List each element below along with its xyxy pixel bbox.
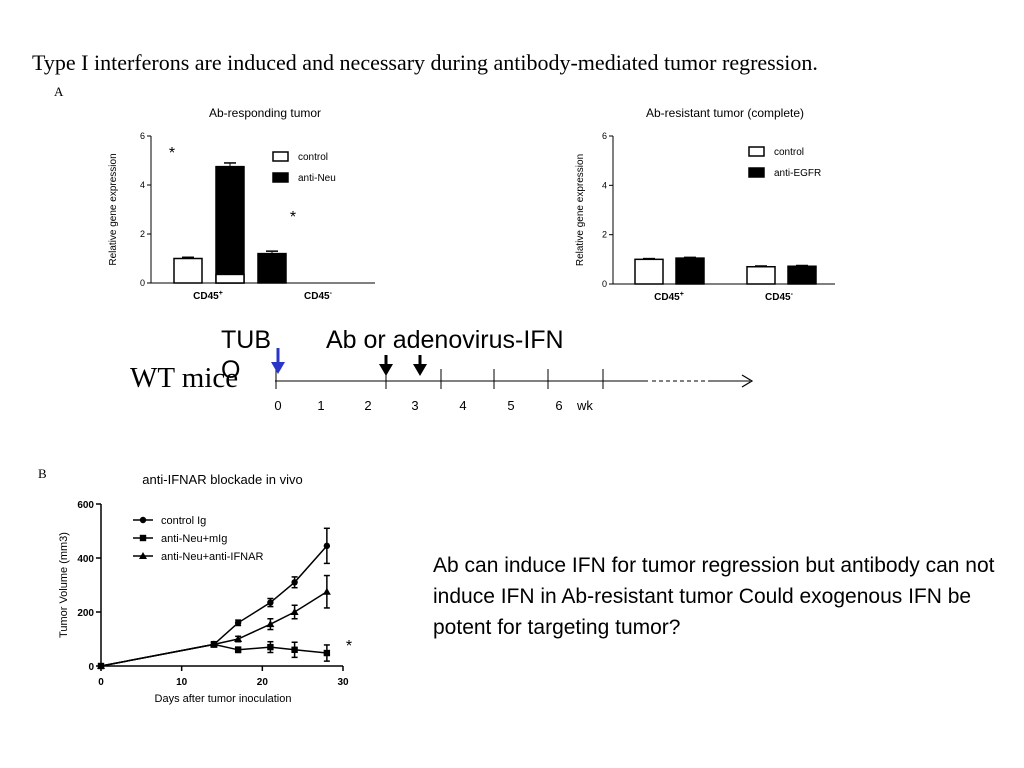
bar [257,252,287,284]
y-axis-label: Tumor Volume (mm3) [58,532,70,638]
data-point [291,579,298,586]
data-point [322,587,331,595]
bar [746,265,776,285]
x-tick-label: CD45- [304,290,333,302]
treatment-arrow-head [413,364,427,376]
legend-swatch [272,172,289,183]
slide-title: Type I interferons are induced and neces… [32,50,818,75]
significance-marker: * [169,145,175,162]
data-point [97,662,105,669]
bar [173,257,203,284]
bar [787,265,817,285]
x-tick-label: 30 [337,677,349,688]
y-tick-label: 400 [77,554,94,565]
legend-label: control Ig [161,515,206,527]
data-point [267,599,274,606]
timeline-tick-label: 2 [364,398,371,413]
y-tick-label: 6 [602,131,607,141]
conclusion-text: Ab can induce IFN for tumor regression b… [433,554,995,639]
x-tick-label: 0 [98,677,104,688]
timeline-injection-label: TUBO [221,326,271,384]
y-axis-label: Relative gene expression [575,154,586,266]
legend-label: anti-Neu [298,173,336,184]
x-tick-label: 10 [176,677,188,688]
timeline-treatment-label: Ab or adenovirus-IFN [326,326,564,354]
x-axis-label: Days after tumor inoculation [155,693,292,705]
significance-marker: * [346,638,352,655]
panel-a-label: A [54,84,64,99]
timeline-tick-label: wk [576,398,593,413]
legend-swatch [748,167,765,178]
chart-2-title: Ab-resistant tumor (complete) [645,106,805,120]
chart-3-title: anti-IFNAR blockade in vivo [142,472,303,487]
data-point [267,643,274,651]
legend-label: anti-Neu+anti-IFNAR [161,551,263,563]
legend-label: control [298,152,328,163]
data-point [290,608,299,615]
y-tick-label: 0 [602,279,607,289]
series-line [100,591,328,667]
bar [215,165,245,284]
panel-b-label: B [38,466,47,481]
bar [675,257,705,285]
bar [215,273,245,284]
x-tick-label: 20 [257,677,269,688]
y-tick-label: 0 [88,662,94,673]
y-tick-label: 0 [140,278,145,288]
legend-marker [139,516,147,524]
timeline-tick-label: 0 [274,398,281,413]
data-point [234,635,243,642]
y-tick-label: 4 [602,180,607,190]
y-axis-label: Relative gene expression [108,153,119,265]
data-point [291,646,298,653]
injection-arrow-head [271,362,285,374]
x-tick-label: CD45+ [193,290,223,302]
timeline-tick-label: 5 [507,398,514,413]
x-tick-label: CD45+ [654,291,684,303]
timeline-tick-label: 3 [411,398,418,413]
timeline-tick-label: 1 [317,398,324,413]
treatment-arrow-head [379,364,393,376]
x-tick-label: CD45- [765,291,794,303]
timeline-tick-label: 6 [555,398,562,413]
legend-marker [139,534,147,542]
y-tick-label: 4 [140,180,145,190]
y-tick-label: 2 [140,229,145,239]
y-tick-label: 200 [77,608,94,619]
significance-marker: * [290,209,296,226]
bar [634,258,664,285]
legend-swatch [272,151,289,162]
timeline-mouse-label: WT mice [130,362,239,394]
y-tick-label: 600 [77,500,94,511]
y-tick-label: 2 [602,230,607,240]
data-point [323,649,331,657]
legend-swatch [748,146,765,157]
data-point [323,542,331,550]
legend-marker [139,552,147,559]
legend-label: control [774,147,804,158]
timeline-arrow-head [741,374,754,388]
data-point [209,640,218,648]
legend-label: anti-Neu+mIg [161,533,227,545]
y-tick-label: 6 [140,131,145,141]
data-point [266,620,275,628]
data-point [234,646,242,653]
chart-1-title: Ab-responding tumor [208,106,322,120]
legend-label: anti-EGFR [774,168,821,179]
data-point [234,619,242,626]
timeline-tick-label: 4 [459,398,466,413]
